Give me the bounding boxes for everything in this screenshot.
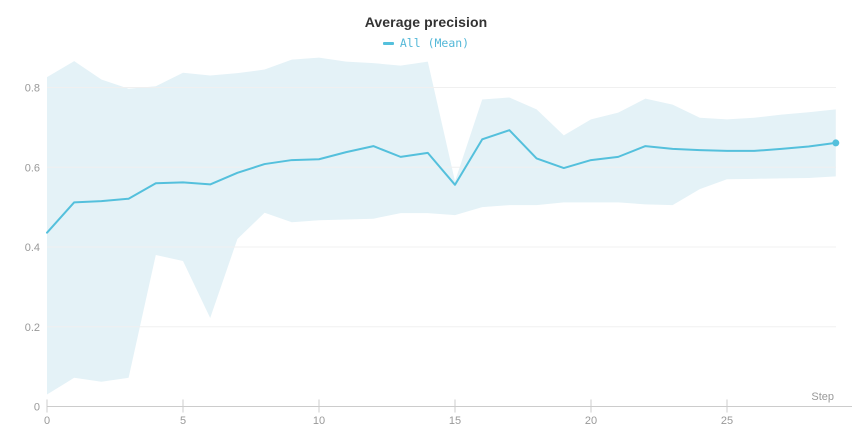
x-tick-label: 5 bbox=[180, 415, 186, 427]
y-tick-label: 0 bbox=[34, 402, 40, 414]
chart-legend[interactable]: All (Mean) bbox=[0, 36, 852, 50]
legend-series-label: All (Mean) bbox=[399, 36, 470, 50]
x-tick-label: 0 bbox=[44, 415, 50, 427]
y-tick-label: 0.4 bbox=[25, 242, 40, 254]
x-tick-label: 15 bbox=[449, 415, 461, 427]
minmax-band bbox=[47, 57, 836, 395]
y-tick-label: 0.8 bbox=[25, 83, 40, 95]
x-tick-label: 20 bbox=[585, 415, 597, 427]
last-point-marker bbox=[832, 139, 840, 147]
x-axis-title: Step bbox=[811, 391, 834, 403]
y-tick-label: 0.2 bbox=[25, 322, 40, 334]
mean-line bbox=[46, 129, 837, 234]
y-tick-label: 0.6 bbox=[25, 162, 40, 174]
x-tick-label: 10 bbox=[313, 415, 325, 427]
x-tick-label: 25 bbox=[721, 415, 733, 427]
legend-line-marker bbox=[382, 41, 394, 45]
chart-title: Average precision bbox=[364, 14, 488, 30]
